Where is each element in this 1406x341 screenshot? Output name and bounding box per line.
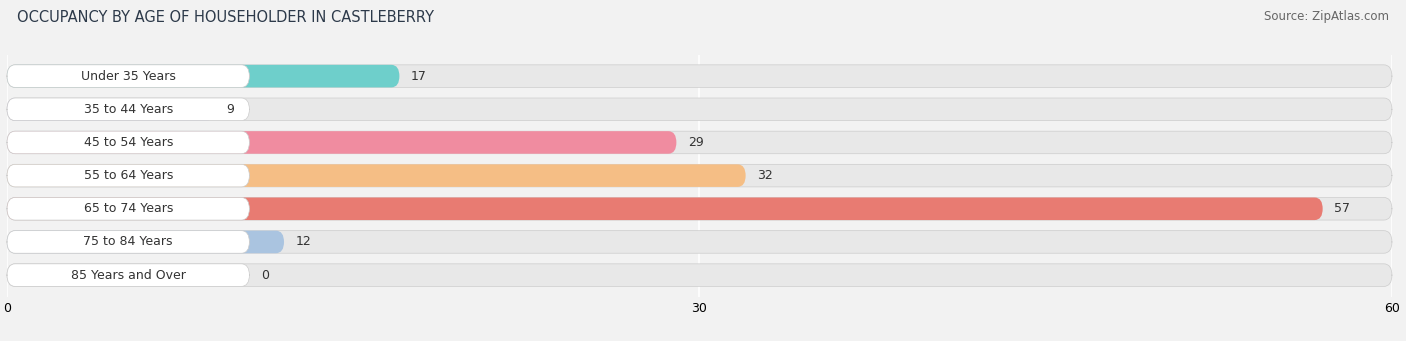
Text: 65 to 74 Years: 65 to 74 Years bbox=[83, 202, 173, 215]
Text: Under 35 Years: Under 35 Years bbox=[80, 70, 176, 83]
FancyBboxPatch shape bbox=[7, 164, 249, 187]
FancyBboxPatch shape bbox=[7, 65, 249, 87]
FancyBboxPatch shape bbox=[7, 231, 249, 253]
FancyBboxPatch shape bbox=[7, 197, 1323, 220]
Text: 9: 9 bbox=[226, 103, 235, 116]
Text: 29: 29 bbox=[688, 136, 703, 149]
FancyBboxPatch shape bbox=[7, 264, 249, 286]
Text: 75 to 84 Years: 75 to 84 Years bbox=[83, 235, 173, 249]
Text: Source: ZipAtlas.com: Source: ZipAtlas.com bbox=[1264, 10, 1389, 23]
Text: 17: 17 bbox=[411, 70, 427, 83]
FancyBboxPatch shape bbox=[7, 164, 745, 187]
FancyBboxPatch shape bbox=[7, 98, 215, 121]
Text: 85 Years and Over: 85 Years and Over bbox=[70, 269, 186, 282]
FancyBboxPatch shape bbox=[7, 131, 249, 154]
Text: 32: 32 bbox=[758, 169, 773, 182]
FancyBboxPatch shape bbox=[7, 231, 1392, 253]
Text: 57: 57 bbox=[1334, 202, 1350, 215]
Text: 12: 12 bbox=[295, 235, 311, 249]
Text: 0: 0 bbox=[262, 269, 269, 282]
FancyBboxPatch shape bbox=[7, 98, 1392, 121]
FancyBboxPatch shape bbox=[7, 264, 1392, 286]
FancyBboxPatch shape bbox=[7, 131, 676, 154]
FancyBboxPatch shape bbox=[7, 98, 249, 121]
FancyBboxPatch shape bbox=[7, 231, 284, 253]
Text: OCCUPANCY BY AGE OF HOUSEHOLDER IN CASTLEBERRY: OCCUPANCY BY AGE OF HOUSEHOLDER IN CASTL… bbox=[17, 10, 434, 25]
FancyBboxPatch shape bbox=[7, 65, 1392, 87]
Text: 35 to 44 Years: 35 to 44 Years bbox=[83, 103, 173, 116]
FancyBboxPatch shape bbox=[7, 197, 1392, 220]
Text: 55 to 64 Years: 55 to 64 Years bbox=[83, 169, 173, 182]
Text: 45 to 54 Years: 45 to 54 Years bbox=[83, 136, 173, 149]
FancyBboxPatch shape bbox=[7, 164, 1392, 187]
FancyBboxPatch shape bbox=[7, 197, 249, 220]
FancyBboxPatch shape bbox=[7, 65, 399, 87]
FancyBboxPatch shape bbox=[7, 131, 1392, 154]
